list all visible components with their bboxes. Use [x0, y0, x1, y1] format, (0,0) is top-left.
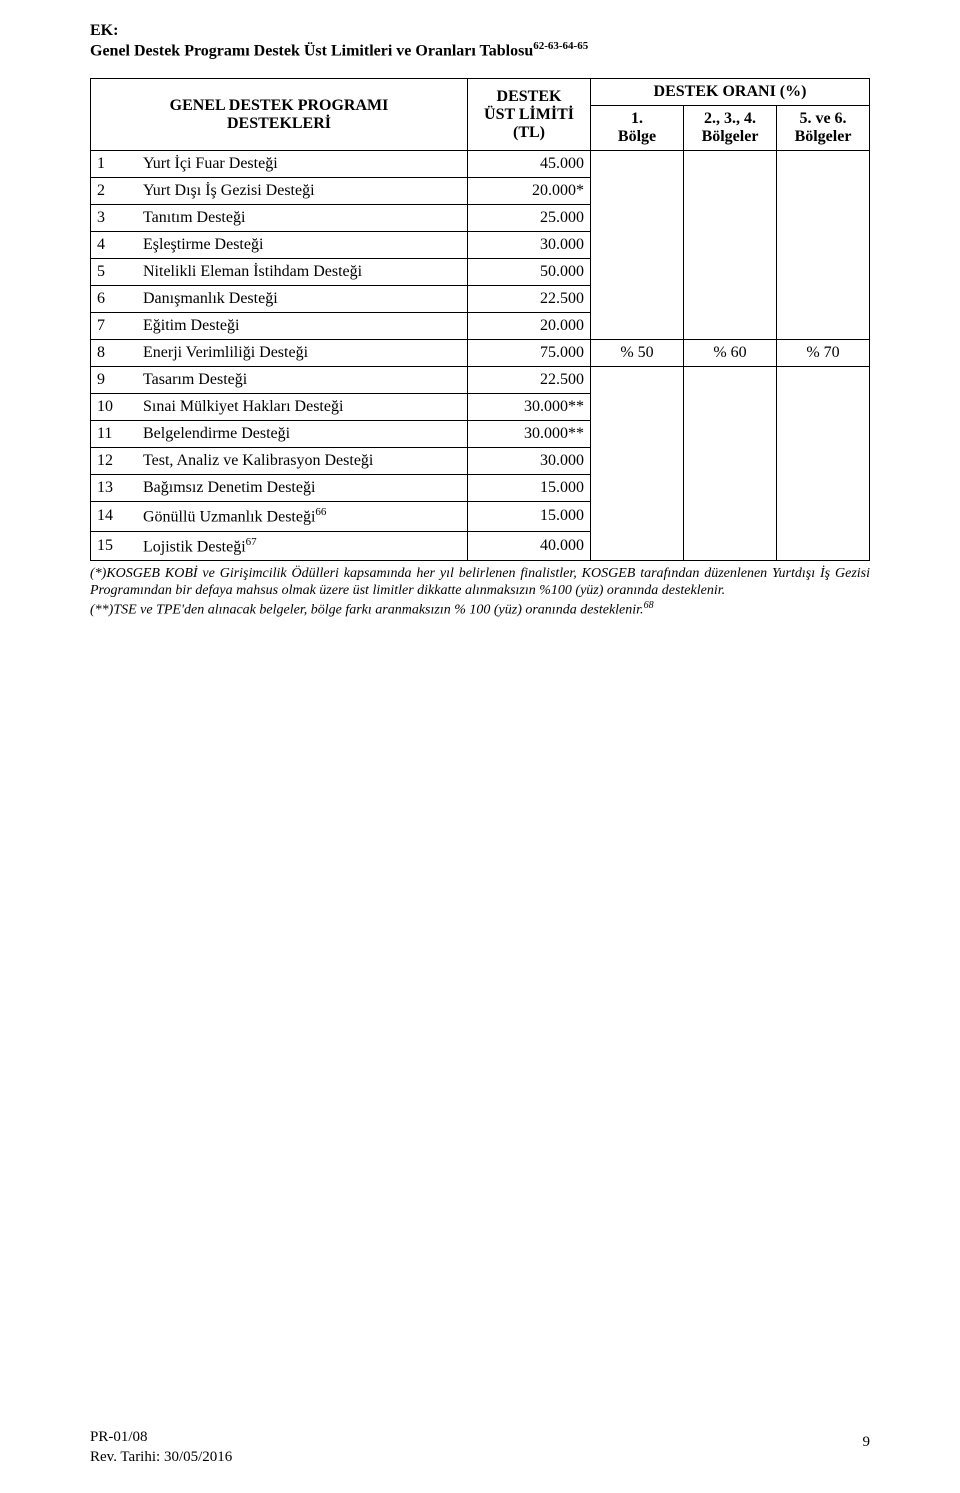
document-page: EK: Genel Destek Programı Destek Üst Lim… — [0, 0, 960, 1493]
row-name: Tasarım Desteği — [137, 367, 468, 394]
row-number: 6 — [91, 286, 138, 313]
header-rate-region1: 1. Bölge — [591, 106, 684, 151]
support-limits-table: GENEL DESTEK PROGRAMI DESTEKLERİ DESTEK … — [90, 78, 870, 561]
footnote-2-superscript: 68 — [644, 600, 654, 611]
rate-value-region2: % 60 — [684, 340, 777, 367]
row-number: 3 — [91, 205, 138, 232]
footer-doc-code: PR-01/08 — [90, 1429, 148, 1445]
header-rate-region3: 5. ve 6. Bölgeler — [777, 106, 870, 151]
row-number: 4 — [91, 232, 138, 259]
row-name: Nitelikli Eleman İstihdam Desteği — [137, 259, 468, 286]
table-body: 1Yurt İçi Fuar Desteği45.0002Yurt Dışı İ… — [91, 151, 870, 561]
row-number: 13 — [91, 475, 138, 502]
row-number: 14 — [91, 502, 138, 531]
table-header: GENEL DESTEK PROGRAMI DESTEKLERİ DESTEK … — [91, 79, 870, 151]
rate-region3-line2: Bölgeler — [795, 128, 852, 145]
footnotes: (*)KOSGEB KOBİ ve Girişimcilik Ödülleri … — [90, 565, 870, 619]
footer-page-number: 9 — [863, 1434, 871, 1451]
row-name-superscript: 67 — [246, 536, 257, 548]
footer-revision-date: Rev. Tarihi: 30/05/2016 — [90, 1449, 232, 1465]
row-limit: 30.000** — [468, 421, 591, 448]
row-number: 5 — [91, 259, 138, 286]
row-limit: 15.000 — [468, 475, 591, 502]
row-number: 9 — [91, 367, 138, 394]
row-limit: 75.000 — [468, 340, 591, 367]
row-name: Enerji Verimliliği Desteği — [137, 340, 468, 367]
row-name: Belgelendirme Desteği — [137, 421, 468, 448]
header-program: GENEL DESTEK PROGRAMI DESTEKLERİ — [91, 79, 468, 151]
row-name-superscript: 66 — [315, 506, 326, 518]
row-limit: 25.000 — [468, 205, 591, 232]
rate-cell-blank — [591, 367, 684, 561]
footnote-2: (**)TSE ve TPE'den alınacak belgeler, bö… — [90, 600, 870, 619]
header-rate: DESTEK ORANI (%) — [591, 79, 870, 106]
row-number: 2 — [91, 178, 138, 205]
rate-region2-line2: Bölgeler — [702, 128, 759, 145]
row-number: 1 — [91, 151, 138, 178]
row-limit: 15.000 — [468, 502, 591, 531]
row-name: Eğitim Desteği — [137, 313, 468, 340]
header-limit: DESTEK ÜST LİMİTİ (TL) — [468, 79, 591, 151]
rate-cell-blank — [684, 151, 777, 340]
row-name: Eşleştirme Desteği — [137, 232, 468, 259]
rate-cell-blank — [591, 151, 684, 340]
rate-value-region1: % 50 — [591, 340, 684, 367]
row-number: 15 — [91, 531, 138, 560]
rate-region3-line1: 5. ve 6. — [799, 110, 846, 127]
row-name: Sınai Mülkiyet Hakları Desteği — [137, 394, 468, 421]
header-rate-region2: 2., 3., 4. Bölgeler — [684, 106, 777, 151]
rate-cell-blank — [777, 151, 870, 340]
row-limit: 30.000 — [468, 232, 591, 259]
row-name: Gönüllü Uzmanlık Desteği66 — [137, 502, 468, 531]
footer-left: PR-01/08 Rev. Tarihi: 30/05/2016 — [90, 1428, 232, 1467]
table-row: 1Yurt İçi Fuar Desteği45.000 — [91, 151, 870, 178]
row-number: 11 — [91, 421, 138, 448]
row-limit: 50.000 — [468, 259, 591, 286]
title-text: Genel Destek Programı Destek Üst Limitle… — [90, 42, 533, 59]
row-limit: 45.000 — [468, 151, 591, 178]
row-number: 10 — [91, 394, 138, 421]
row-limit: 22.500 — [468, 367, 591, 394]
document-title: Genel Destek Programı Destek Üst Limitle… — [90, 40, 870, 60]
row-number: 8 — [91, 340, 138, 367]
header-limit-line1: DESTEK — [497, 88, 562, 105]
table-row: 8Enerji Verimliliği Desteği75.000% 50% 6… — [91, 340, 870, 367]
header-limit-line3: (TL) — [513, 124, 545, 141]
header-limit-line2: ÜST LİMİTİ — [484, 106, 574, 123]
footnote-2-text: (**)TSE ve TPE'den alınacak belgeler, bö… — [90, 603, 644, 618]
rate-region1-line1: 1. — [631, 110, 643, 127]
rate-cell-blank — [684, 367, 777, 561]
row-limit: 20.000* — [468, 178, 591, 205]
row-name: Danışmanlık Desteği — [137, 286, 468, 313]
rate-value-region3: % 70 — [777, 340, 870, 367]
header-program-line2: DESTEKLERİ — [227, 115, 331, 132]
row-limit: 30.000** — [468, 394, 591, 421]
header-program-line1: GENEL DESTEK PROGRAMI — [170, 97, 389, 114]
row-limit: 22.500 — [468, 286, 591, 313]
row-number: 7 — [91, 313, 138, 340]
row-name: Test, Analiz ve Kalibrasyon Desteği — [137, 448, 468, 475]
rate-cell-blank — [777, 367, 870, 561]
row-limit: 20.000 — [468, 313, 591, 340]
row-name: Yurt İçi Fuar Desteği — [137, 151, 468, 178]
row-limit: 40.000 — [468, 531, 591, 560]
row-name: Bağımsız Denetim Desteği — [137, 475, 468, 502]
row-name: Tanıtım Desteği — [137, 205, 468, 232]
row-number: 12 — [91, 448, 138, 475]
title-superscript: 62-63-64-65 — [533, 40, 588, 52]
table-row: 9Tasarım Desteği22.500 — [91, 367, 870, 394]
rate-region2-line1: 2., 3., 4. — [704, 110, 756, 127]
row-name: Yurt Dışı İş Gezisi Desteği — [137, 178, 468, 205]
row-limit: 30.000 — [468, 448, 591, 475]
rate-region1-line2: Bölge — [618, 128, 656, 145]
footnote-1: (*)KOSGEB KOBİ ve Girişimcilik Ödülleri … — [90, 565, 870, 600]
row-name: Lojistik Desteği67 — [137, 531, 468, 560]
annex-label: EK: — [90, 22, 870, 40]
